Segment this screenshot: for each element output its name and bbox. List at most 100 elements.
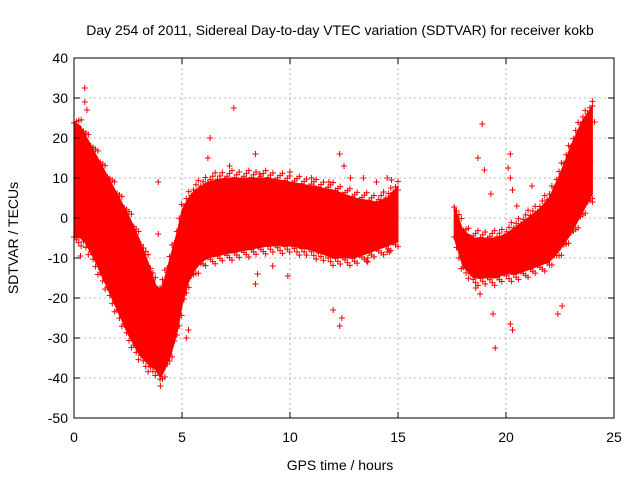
band-edge-point: [527, 212, 534, 219]
axis-ticks: 0 5 10 15 20 25 -50 -40 -30 -20 -10 0 10 20 30 40: [48, 50, 622, 445]
band-edge-point: [99, 277, 106, 284]
band-edge-point: [289, 242, 296, 249]
band-edge-point: [286, 249, 293, 255]
band-edge-point: [262, 167, 269, 174]
band-edge-point: [463, 269, 470, 276]
outlier-point: [479, 121, 486, 127]
band-edge-point: [546, 191, 553, 198]
outlier-point: [373, 179, 380, 185]
outlier-point: [587, 159, 594, 165]
outlier-point: [183, 335, 190, 341]
band-edge-point: [87, 249, 94, 255]
band-edge-point: [373, 199, 380, 206]
band-edge-point: [219, 257, 226, 264]
band-edge-point: [92, 263, 99, 270]
x-tick-label: 15: [390, 429, 406, 445]
band-edge-point: [78, 243, 85, 250]
band-edge-point: [97, 269, 104, 276]
band-edge-point: [582, 107, 589, 114]
band-edge-point: [142, 363, 149, 370]
y-tick-label: 40: [52, 50, 68, 66]
band-edge-point: [140, 357, 147, 364]
outlier-point: [269, 263, 276, 269]
outlier-point: [384, 175, 391, 181]
band-edge-point: [570, 135, 577, 142]
x-tick-label: 10: [282, 429, 298, 445]
band-edge-point: [553, 176, 560, 183]
band-edge-point: [322, 251, 329, 258]
band-edge-point: [510, 224, 517, 231]
band-edge-point: [455, 255, 462, 262]
y-tick-label: -10: [48, 250, 68, 266]
outlier-point: [377, 237, 384, 243]
outlier-point: [472, 285, 479, 291]
band-edge-point: [123, 329, 130, 336]
band-edge-point: [109, 300, 116, 307]
band-edge-point: [245, 167, 252, 174]
band-edge-point: [94, 147, 101, 154]
band-edge-point: [451, 234, 458, 240]
outlier-point: [481, 167, 488, 173]
band-edge-point: [212, 169, 219, 176]
data-layer: [71, 85, 598, 389]
band-edge-point: [508, 278, 515, 285]
band-edge-point: [508, 219, 515, 226]
band-edge-point: [325, 254, 332, 261]
band-edge-point: [262, 250, 269, 257]
band-edge-point: [147, 265, 154, 272]
y-tick-label: -50: [48, 410, 68, 426]
band-edge-point: [310, 252, 317, 259]
y-tick-label: -30: [48, 330, 68, 346]
band-edge-point: [169, 353, 176, 360]
band-edge-point: [137, 241, 144, 248]
outlier-point: [157, 383, 164, 389]
band-edge-point: [171, 338, 178, 344]
band-edge-point: [392, 183, 399, 190]
band-edge-point: [190, 186, 197, 193]
band-edge-point: [315, 249, 322, 256]
band-edge-point: [313, 256, 320, 263]
band-edge-point: [291, 245, 298, 252]
band-edge-point: [279, 250, 286, 257]
band-edge-point: [522, 211, 529, 218]
band-edge-point: [176, 215, 183, 222]
band-edge-point: [106, 292, 113, 299]
band-edge-point: [135, 356, 142, 363]
band-edge-point: [126, 337, 133, 344]
band-edge-point: [387, 185, 394, 192]
outlier-point: [252, 151, 259, 157]
band-edge-point: [214, 176, 221, 183]
band-edge-point: [575, 224, 582, 231]
band-edge-point: [382, 195, 389, 202]
band-edge-point: [482, 229, 489, 235]
band-edge-point: [219, 169, 226, 176]
band-edge-point: [145, 251, 152, 258]
band-edge-point: [308, 248, 315, 255]
band-edge-point: [166, 358, 173, 365]
band-edge-point: [236, 254, 243, 261]
band-edge-point: [320, 179, 327, 186]
band-edge-point: [453, 207, 460, 214]
band-edge-point: [102, 162, 109, 169]
band-edge-point: [572, 127, 579, 134]
band-edge-point: [236, 169, 243, 175]
band-edge-point: [536, 203, 543, 210]
outlier-point: [155, 231, 162, 237]
outlier-point: [81, 85, 88, 91]
band-edge-point: [176, 323, 183, 330]
band-edge-point: [563, 151, 570, 158]
outlier-point: [507, 321, 514, 327]
band-edge-point: [390, 189, 397, 196]
band-edge-point: [579, 113, 586, 120]
outlier-point: [528, 183, 535, 189]
band-edge-point: [363, 257, 370, 264]
x-tick-label: 5: [178, 429, 186, 445]
band-edge-point: [82, 244, 89, 251]
band-edge-point: [327, 258, 334, 265]
band-edge-point: [118, 193, 125, 200]
outlier-point: [360, 175, 367, 181]
y-tick-label: -20: [48, 290, 68, 306]
outlier-point: [395, 187, 401, 193]
band-edge-point: [80, 238, 87, 245]
